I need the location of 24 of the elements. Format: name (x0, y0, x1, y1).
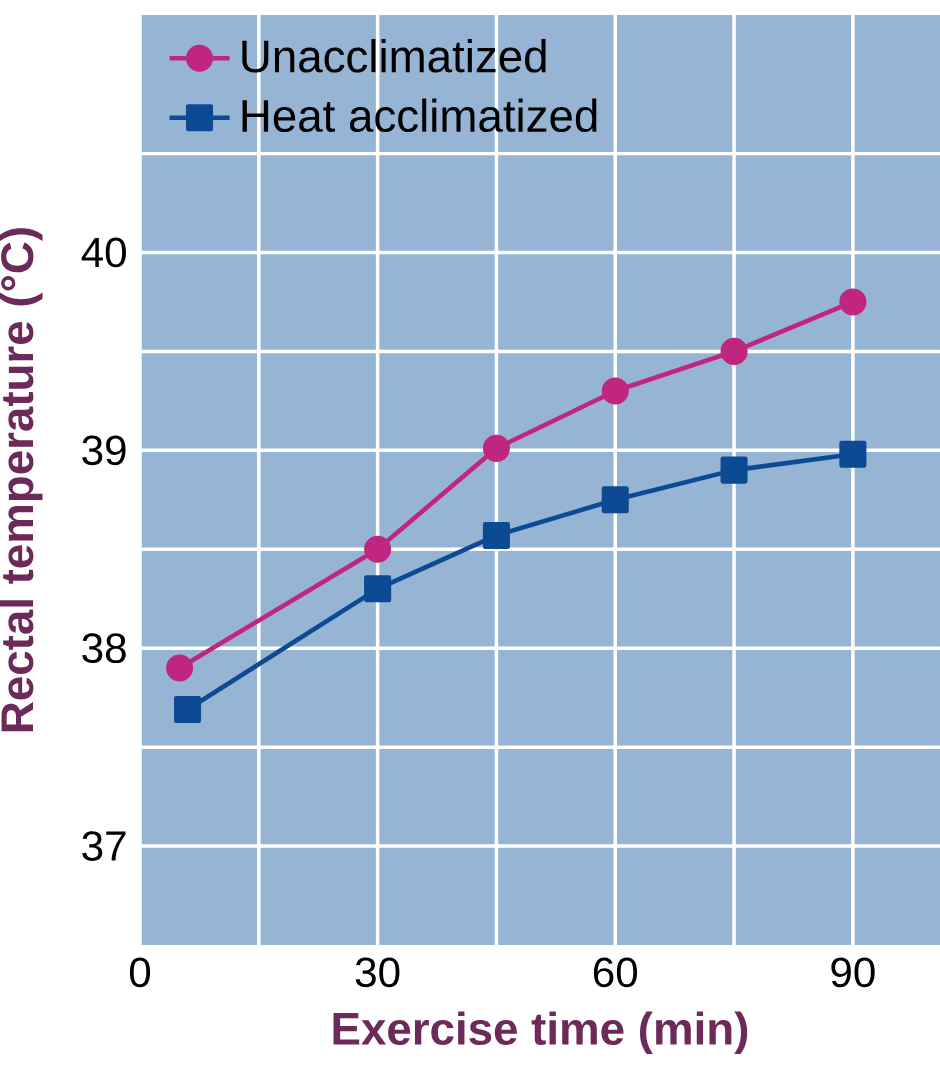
x-tick-label: 90 (831, 957, 875, 988)
point (839, 440, 867, 468)
point (482, 434, 510, 462)
legend-label: Heat acclimatized (242, 98, 597, 133)
point (839, 288, 867, 316)
point (720, 337, 748, 365)
y-tick-label: 40 (81, 237, 126, 268)
x-axis-title: Exercise time (min) (333, 1011, 748, 1054)
x-tick-label: 0 (129, 957, 151, 988)
legend-label: Unacclimatized (242, 39, 546, 73)
point (173, 696, 202, 724)
y-tick-label: 38 (82, 633, 126, 664)
x-tick-label: 30 (355, 957, 400, 988)
y-axis-title: Rectal temperature (°C) (0, 228, 43, 732)
point (482, 521, 510, 549)
point (166, 654, 194, 682)
y-tick-label: 39 (82, 435, 126, 466)
point (364, 535, 392, 563)
point (364, 575, 392, 603)
y-tick-label: 37 (82, 831, 126, 861)
point (720, 456, 748, 484)
point (601, 377, 629, 405)
point (601, 486, 629, 514)
x-tick-label: 60 (593, 957, 638, 988)
